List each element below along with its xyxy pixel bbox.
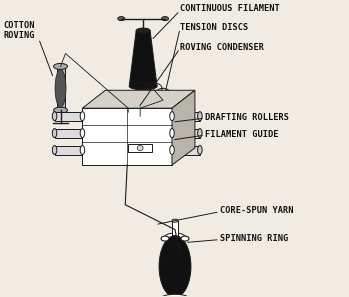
Ellipse shape [161, 236, 169, 241]
Ellipse shape [53, 107, 67, 113]
Ellipse shape [55, 69, 66, 107]
Text: CORE-SPUN YARN: CORE-SPUN YARN [220, 206, 293, 215]
Bar [54, 129, 82, 138]
Text: SPINNING RING: SPINNING RING [220, 234, 288, 243]
Bar [57, 67, 65, 110]
Bar [54, 112, 82, 121]
Ellipse shape [80, 129, 85, 138]
Ellipse shape [170, 112, 174, 121]
Polygon shape [129, 31, 157, 86]
Ellipse shape [198, 112, 202, 121]
Text: ROVING CONDENSER: ROVING CONDENSER [180, 43, 264, 52]
Text: TENSION DISCS: TENSION DISCS [180, 23, 248, 32]
Ellipse shape [118, 17, 125, 20]
Ellipse shape [52, 129, 57, 138]
Ellipse shape [165, 233, 185, 240]
Bar [128, 144, 152, 152]
Ellipse shape [80, 112, 85, 121]
Ellipse shape [162, 17, 169, 20]
Polygon shape [172, 90, 195, 165]
Bar [118, 104, 138, 112]
Ellipse shape [170, 129, 174, 138]
Bar [172, 146, 200, 155]
Ellipse shape [198, 146, 202, 154]
Ellipse shape [53, 63, 67, 69]
Text: CONTINUOUS FILAMENT: CONTINUOUS FILAMENT [180, 4, 280, 13]
Bar [172, 129, 200, 138]
Bar [54, 146, 82, 155]
Ellipse shape [136, 104, 141, 112]
Ellipse shape [170, 146, 174, 154]
Ellipse shape [116, 104, 121, 112]
Ellipse shape [52, 112, 57, 121]
Ellipse shape [161, 294, 189, 297]
Ellipse shape [80, 146, 85, 154]
Ellipse shape [198, 129, 202, 138]
Bar [172, 221, 178, 238]
Ellipse shape [129, 83, 157, 90]
Ellipse shape [52, 146, 57, 154]
Ellipse shape [172, 219, 178, 222]
Text: COTTON
ROVING: COTTON ROVING [4, 20, 35, 40]
Ellipse shape [136, 28, 150, 33]
Text: DRAFTING ROLLERS: DRAFTING ROLLERS [205, 113, 289, 122]
Polygon shape [82, 108, 172, 165]
Ellipse shape [137, 146, 143, 151]
Polygon shape [82, 90, 195, 108]
Text: FILAMENT GUIDE: FILAMENT GUIDE [205, 129, 279, 139]
Ellipse shape [181, 236, 189, 241]
Bar [172, 112, 200, 121]
Ellipse shape [159, 236, 191, 297]
